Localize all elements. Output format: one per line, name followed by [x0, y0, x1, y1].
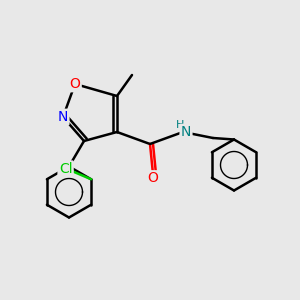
Text: H: H: [176, 119, 184, 130]
Text: O: O: [70, 77, 80, 91]
Text: Cl: Cl: [59, 162, 72, 176]
Text: N: N: [181, 125, 191, 139]
Text: O: O: [148, 172, 158, 185]
Text: N: N: [58, 110, 68, 124]
